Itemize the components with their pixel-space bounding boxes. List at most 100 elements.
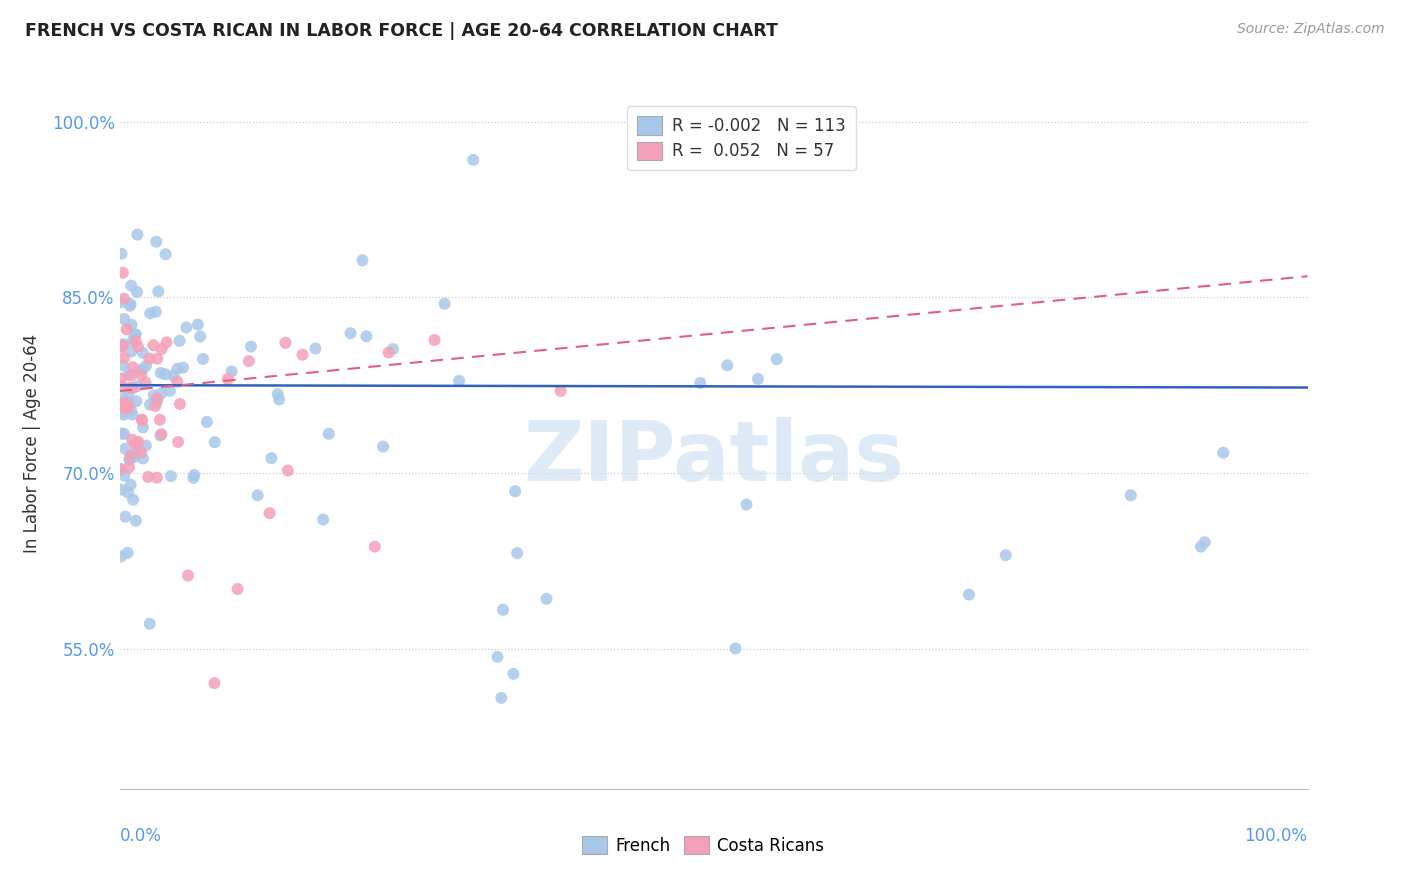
Point <box>122 334 145 348</box>
Text: 100.0%: 100.0% <box>1244 827 1308 845</box>
Point <box>112 405 135 419</box>
Point <box>146 351 169 366</box>
Point <box>125 285 148 299</box>
Point <box>110 426 132 441</box>
Point <box>364 540 387 554</box>
Point <box>129 363 152 377</box>
Point <box>1194 535 1216 549</box>
Point <box>142 338 165 352</box>
Point <box>169 334 191 348</box>
Point <box>135 439 157 453</box>
Point <box>226 582 249 596</box>
Point <box>150 386 173 401</box>
Point <box>110 462 132 476</box>
Point <box>318 426 340 441</box>
Point <box>536 591 558 606</box>
Point <box>115 401 138 416</box>
Point <box>172 360 194 375</box>
Point <box>765 352 787 367</box>
Point <box>129 445 152 459</box>
Point <box>120 278 142 293</box>
Point <box>125 327 148 342</box>
Point <box>118 299 141 313</box>
Point <box>502 666 524 681</box>
Point <box>112 312 135 326</box>
Point <box>135 376 157 390</box>
Point <box>747 372 769 386</box>
Point <box>112 351 135 365</box>
Point <box>486 649 509 664</box>
Point <box>188 329 211 343</box>
Point <box>204 676 226 690</box>
Point <box>125 435 148 450</box>
Point <box>191 351 214 366</box>
Point <box>195 415 218 429</box>
Point <box>118 452 141 467</box>
Point <box>377 345 399 359</box>
Point <box>125 445 148 459</box>
Point <box>957 588 980 602</box>
Point <box>121 318 143 332</box>
Point <box>117 368 139 382</box>
Point <box>115 322 138 336</box>
Point <box>120 297 142 311</box>
Point <box>994 548 1017 562</box>
Point <box>162 368 184 383</box>
Point <box>433 297 456 311</box>
Point <box>110 549 132 564</box>
Point <box>266 387 288 401</box>
Point <box>240 340 263 354</box>
Point <box>155 247 177 261</box>
Point <box>176 320 198 334</box>
Point <box>503 484 526 499</box>
Point <box>153 367 176 381</box>
Point <box>146 471 169 485</box>
Point <box>304 342 326 356</box>
Point <box>131 413 153 427</box>
Point <box>112 468 135 483</box>
Point <box>183 468 205 483</box>
Point <box>373 440 395 454</box>
Point <box>124 328 146 343</box>
Point <box>111 266 134 280</box>
Point <box>183 471 205 485</box>
Point <box>449 374 471 388</box>
Point <box>117 386 139 401</box>
Point <box>127 379 149 393</box>
Point <box>122 450 145 464</box>
Point <box>132 420 155 434</box>
Point <box>131 346 153 360</box>
Point <box>112 292 135 306</box>
Point <box>111 339 134 353</box>
Point <box>125 394 148 409</box>
Point <box>111 391 134 405</box>
Point <box>166 375 188 389</box>
Point <box>124 437 146 451</box>
Point <box>114 442 136 456</box>
Point <box>122 360 145 375</box>
Point <box>735 498 758 512</box>
Text: 0.0%: 0.0% <box>120 827 162 845</box>
Text: ZIPatlas: ZIPatlas <box>523 417 904 498</box>
Point <box>110 483 132 497</box>
Point <box>339 326 361 341</box>
Point <box>274 335 297 350</box>
Point <box>145 305 167 319</box>
Point <box>120 368 142 383</box>
Point <box>121 408 143 422</box>
Point <box>118 460 141 475</box>
Point <box>260 451 283 466</box>
Point <box>149 428 172 442</box>
Point <box>1119 488 1142 502</box>
Point <box>115 396 138 410</box>
Point <box>312 512 335 526</box>
Point <box>382 342 405 356</box>
Point <box>110 246 132 260</box>
Point <box>114 509 136 524</box>
Point <box>124 334 146 348</box>
Point <box>177 568 200 582</box>
Point <box>110 378 132 392</box>
Point <box>269 392 291 407</box>
Point <box>117 400 139 414</box>
Point <box>127 340 149 354</box>
